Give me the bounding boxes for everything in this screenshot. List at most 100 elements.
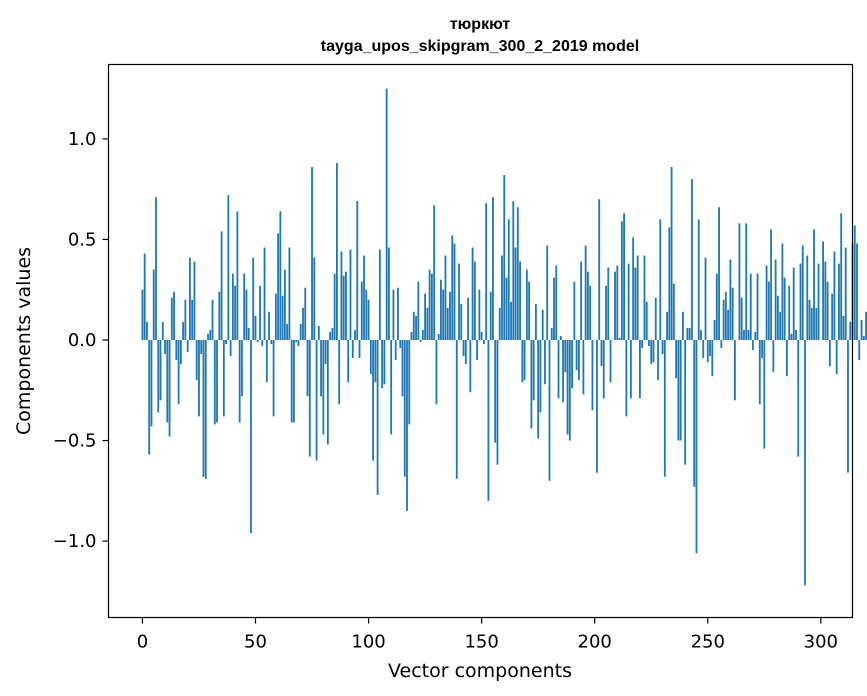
bar bbox=[336, 163, 338, 340]
bar bbox=[659, 219, 662, 340]
bar bbox=[449, 291, 451, 340]
bar bbox=[179, 339, 182, 365]
bar bbox=[731, 287, 734, 340]
bar bbox=[489, 291, 492, 340]
bar bbox=[507, 219, 510, 340]
bar bbox=[419, 339, 422, 342]
bar bbox=[340, 251, 343, 340]
bar bbox=[740, 297, 743, 340]
bar bbox=[516, 207, 519, 340]
bar bbox=[204, 339, 207, 479]
bar bbox=[234, 285, 237, 340]
bar bbox=[338, 339, 341, 405]
bar bbox=[458, 263, 460, 340]
x-axis-ticks: 0 50 100 150 200 250 300 bbox=[137, 617, 838, 653]
y-tick-label: −0.5 bbox=[53, 431, 97, 452]
bar bbox=[195, 339, 198, 381]
bar bbox=[270, 339, 273, 345]
y-tick-label: 1.0 bbox=[68, 129, 97, 150]
bar bbox=[329, 331, 332, 340]
bar bbox=[394, 339, 397, 361]
x-tick-label: 250 bbox=[691, 632, 725, 653]
bar bbox=[575, 339, 578, 371]
bar bbox=[817, 263, 820, 340]
bar bbox=[663, 339, 666, 477]
bar bbox=[462, 339, 465, 357]
bar bbox=[537, 339, 540, 439]
bar bbox=[241, 339, 243, 397]
bar bbox=[198, 339, 200, 417]
bar bbox=[828, 339, 831, 367]
bar bbox=[446, 307, 449, 340]
bar bbox=[189, 257, 191, 340]
bar bbox=[806, 255, 809, 340]
bar bbox=[600, 339, 603, 367]
bar bbox=[505, 277, 508, 340]
bar bbox=[706, 339, 709, 363]
bar bbox=[833, 251, 836, 340]
bar bbox=[602, 339, 605, 399]
bar bbox=[170, 297, 173, 340]
bar bbox=[844, 247, 847, 340]
bar bbox=[444, 255, 447, 340]
bar bbox=[295, 339, 298, 342]
bar bbox=[252, 257, 255, 340]
bar bbox=[428, 269, 431, 340]
bar bbox=[478, 289, 481, 340]
bar bbox=[378, 249, 381, 340]
bar bbox=[220, 231, 223, 340]
bar bbox=[265, 339, 268, 383]
bar bbox=[473, 261, 476, 340]
bar bbox=[442, 289, 445, 340]
bar bbox=[614, 271, 616, 340]
bar bbox=[661, 339, 664, 355]
bar bbox=[326, 339, 329, 445]
bar bbox=[388, 247, 390, 340]
bar bbox=[790, 333, 793, 340]
bar bbox=[643, 255, 646, 340]
bar bbox=[815, 307, 818, 340]
bar bbox=[349, 249, 352, 340]
bar bbox=[496, 339, 499, 465]
bar bbox=[209, 329, 212, 340]
bar bbox=[401, 339, 404, 397]
bar bbox=[238, 339, 241, 423]
bar bbox=[494, 339, 497, 443]
bar bbox=[277, 233, 280, 340]
bar bbox=[184, 299, 187, 340]
bar bbox=[774, 259, 777, 340]
bar bbox=[743, 329, 745, 340]
bar bbox=[618, 337, 621, 340]
bar bbox=[155, 197, 157, 340]
bar bbox=[566, 339, 569, 435]
bar bbox=[437, 333, 440, 340]
bar bbox=[856, 243, 858, 340]
bar bbox=[227, 195, 230, 340]
bar bbox=[539, 339, 542, 413]
bar bbox=[360, 281, 363, 340]
bar bbox=[317, 325, 320, 340]
bar bbox=[711, 339, 714, 377]
bar bbox=[148, 339, 151, 455]
bar bbox=[399, 339, 402, 349]
bar bbox=[166, 339, 169, 423]
bar bbox=[455, 339, 458, 479]
bar bbox=[835, 339, 838, 375]
bar bbox=[559, 335, 562, 340]
bar bbox=[568, 339, 571, 441]
bar bbox=[347, 339, 350, 383]
bar bbox=[645, 301, 648, 340]
y-tick-label: −1.0 bbox=[53, 531, 97, 552]
bar bbox=[797, 339, 800, 457]
bar bbox=[648, 339, 650, 347]
bar bbox=[684, 339, 687, 465]
bar bbox=[826, 281, 829, 340]
bar bbox=[480, 331, 483, 340]
bar bbox=[675, 339, 678, 379]
bar bbox=[372, 339, 374, 461]
bar bbox=[749, 273, 752, 340]
bars-group bbox=[141, 88, 867, 586]
bar bbox=[467, 297, 469, 340]
bar bbox=[222, 339, 225, 417]
bar bbox=[299, 323, 302, 340]
